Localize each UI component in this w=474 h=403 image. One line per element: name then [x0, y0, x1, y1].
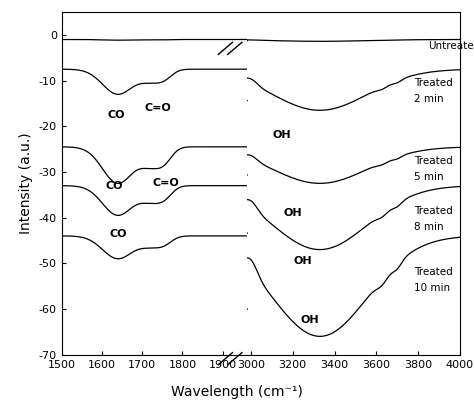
Text: 5 min: 5 min — [414, 172, 444, 181]
Text: C=O: C=O — [153, 179, 180, 188]
Text: Untreated: Untreated — [428, 42, 474, 51]
Text: C=O: C=O — [145, 103, 172, 113]
Text: Treated: Treated — [414, 156, 453, 166]
Text: Treated: Treated — [414, 78, 453, 88]
Text: OH: OH — [294, 256, 312, 266]
Text: OH: OH — [273, 131, 292, 140]
Text: CO: CO — [107, 110, 125, 120]
Text: 10 min: 10 min — [414, 283, 450, 293]
Y-axis label: Intensity (a.u.): Intensity (a.u.) — [19, 133, 33, 234]
Text: Treated: Treated — [414, 206, 453, 216]
Text: CO: CO — [105, 181, 123, 191]
Text: Treated: Treated — [414, 268, 453, 277]
Text: OH: OH — [300, 316, 319, 325]
Text: OH: OH — [283, 208, 302, 218]
Text: 2 min: 2 min — [414, 94, 444, 104]
Text: CO: CO — [109, 229, 127, 239]
Text: 8 min: 8 min — [414, 222, 444, 232]
Text: Wavelength (cm⁻¹): Wavelength (cm⁻¹) — [171, 385, 303, 399]
